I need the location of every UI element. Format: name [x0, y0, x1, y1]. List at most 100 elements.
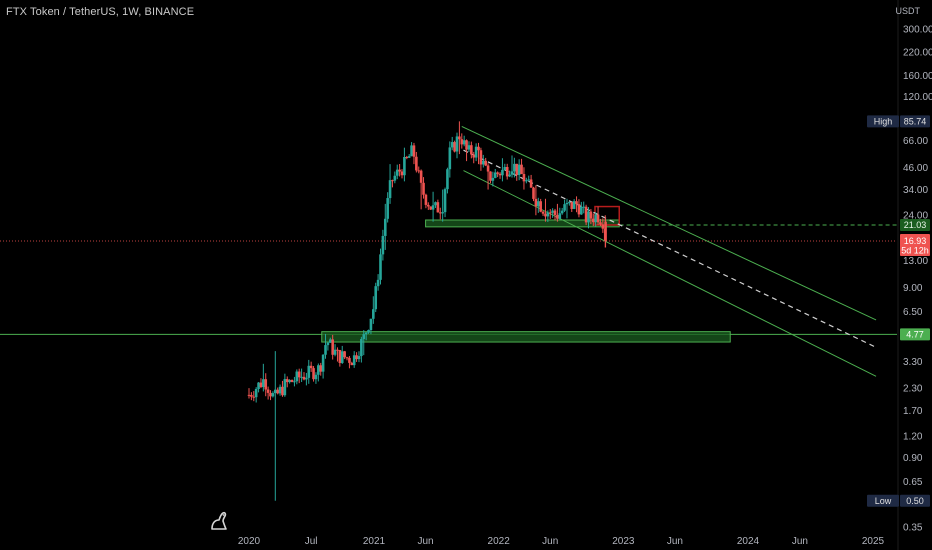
candle-body — [520, 164, 523, 175]
candle-body — [577, 204, 581, 215]
candle-body — [558, 213, 562, 219]
candle-body — [283, 379, 287, 396]
candle-body — [587, 211, 590, 223]
candle-body — [532, 187, 535, 199]
candle-body — [340, 351, 344, 363]
y-tick-label: 0.65 — [903, 477, 923, 488]
candle-body — [591, 218, 595, 223]
candle-body — [467, 145, 471, 150]
channel-lower-line — [463, 170, 877, 377]
candle-body — [388, 180, 392, 199]
y-tick-label: 1.70 — [903, 406, 923, 417]
candle-body — [450, 142, 454, 148]
candle-body — [352, 355, 356, 366]
last-price-bg — [900, 233, 930, 256]
candle-body — [324, 345, 327, 355]
candle-body — [522, 174, 526, 182]
y-tick-label: 24.00 — [903, 211, 928, 222]
x-tick-label: Jul — [305, 536, 318, 547]
candle-body — [278, 386, 282, 394]
candle-body — [317, 365, 320, 375]
candle-body — [486, 165, 490, 172]
candle-body — [424, 194, 428, 205]
x-tick-label: 2023 — [612, 536, 635, 547]
support-badge: 4.77 — [900, 328, 930, 341]
channel-midline — [463, 149, 877, 348]
candle-body — [493, 172, 497, 178]
candle-body — [412, 145, 416, 157]
candle-body — [348, 357, 351, 363]
candle-body — [362, 334, 366, 340]
candle-body — [508, 174, 511, 177]
y-tick-label: 13.00 — [903, 256, 928, 267]
candle-body — [599, 222, 602, 225]
candle-body — [309, 365, 313, 369]
candle-body — [250, 395, 253, 397]
candle-body — [453, 142, 456, 152]
candle-body — [527, 179, 531, 181]
candle-body — [372, 309, 375, 319]
tradingview-logo-icon — [211, 511, 227, 530]
candle-body — [376, 279, 380, 287]
candle-body — [565, 202, 569, 205]
y-tick-label: 66.00 — [903, 136, 928, 147]
candle-body — [398, 169, 401, 172]
candle-body — [355, 355, 358, 360]
support-badge-value-bg — [900, 328, 930, 341]
candle-body — [525, 180, 528, 182]
candle-body — [369, 318, 373, 331]
candle-body — [460, 139, 464, 145]
y-tick-label: 34.00 — [903, 185, 928, 196]
candle-body — [568, 201, 571, 203]
y-tick-label: 3.30 — [903, 357, 923, 368]
candle-body — [496, 172, 499, 174]
candle-body — [254, 388, 258, 398]
candle-body — [431, 205, 435, 210]
candle-body — [419, 170, 423, 183]
candle-body — [560, 210, 564, 214]
candle-body — [563, 204, 566, 211]
x-tick-label: 2021 — [363, 536, 386, 547]
candle-body — [405, 157, 409, 159]
y-tick-label: 1.20 — [903, 432, 923, 443]
currency-label: USDT — [895, 6, 921, 16]
candle-body — [427, 204, 430, 207]
candle-body — [572, 201, 576, 209]
x-tick-label: Jun — [542, 536, 558, 547]
candle-body — [293, 381, 296, 383]
x-tick-label: Jun — [792, 536, 808, 547]
candle-body — [345, 357, 349, 359]
candle-body — [446, 169, 449, 190]
low-badge: Low 0.50 — [867, 494, 930, 507]
candle-body — [269, 392, 272, 397]
candle-body — [290, 380, 294, 382]
candle-body — [297, 371, 301, 378]
candle-body — [582, 206, 586, 208]
candle-body — [343, 351, 346, 358]
y-tick-label: 46.00 — [903, 163, 928, 174]
x-tick-label: Jun — [667, 536, 683, 547]
candle-body — [262, 379, 265, 388]
candle-body — [474, 146, 478, 158]
candle-body — [312, 368, 315, 380]
high-badge-label-bg — [867, 115, 899, 128]
candle-body — [367, 330, 370, 333]
x-tick-label: 2022 — [488, 536, 511, 547]
candle-body — [489, 171, 492, 181]
candle-body — [288, 380, 291, 383]
candle-body — [429, 206, 433, 210]
candle-body — [307, 365, 311, 378]
y-tick-label: 220.00 — [903, 47, 932, 58]
candle-body — [328, 339, 332, 343]
high-badge-value-bg — [900, 115, 930, 128]
candle-body — [266, 389, 270, 393]
x-tick-label: 2025 — [862, 536, 885, 547]
candle-body — [510, 171, 514, 175]
candle-body — [580, 206, 583, 215]
y-tick-label: 0.90 — [903, 453, 923, 464]
candle-body — [403, 157, 406, 176]
last-price-value: 16.93 — [904, 236, 927, 246]
candle-body — [415, 156, 418, 171]
